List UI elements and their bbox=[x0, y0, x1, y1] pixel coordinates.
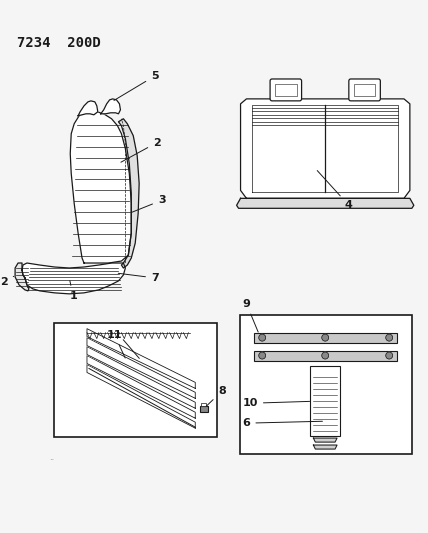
Text: 6: 6 bbox=[243, 418, 322, 428]
Circle shape bbox=[386, 352, 392, 359]
Polygon shape bbox=[22, 263, 125, 294]
Polygon shape bbox=[70, 111, 131, 263]
FancyBboxPatch shape bbox=[270, 79, 302, 101]
Text: 8: 8 bbox=[206, 386, 226, 406]
Text: 2: 2 bbox=[121, 138, 160, 162]
Polygon shape bbox=[87, 365, 195, 428]
Circle shape bbox=[386, 334, 392, 341]
Bar bbox=[354, 84, 375, 96]
Polygon shape bbox=[237, 198, 414, 208]
Bar bbox=[240, 315, 412, 454]
Text: ..: .. bbox=[50, 453, 55, 462]
Text: 9: 9 bbox=[243, 299, 258, 332]
Bar bbox=[254, 333, 397, 343]
Bar bbox=[54, 322, 217, 437]
Polygon shape bbox=[101, 99, 120, 114]
Polygon shape bbox=[87, 356, 195, 418]
Text: 1: 1 bbox=[69, 281, 77, 301]
Text: 3: 3 bbox=[132, 195, 166, 212]
Text: 11: 11 bbox=[107, 329, 125, 358]
Text: 2: 2 bbox=[0, 276, 14, 287]
Polygon shape bbox=[15, 263, 29, 291]
Circle shape bbox=[259, 334, 266, 341]
Bar bbox=[254, 351, 397, 360]
Text: 7234  200D: 7234 200D bbox=[17, 36, 101, 50]
Circle shape bbox=[259, 352, 266, 359]
Text: 10: 10 bbox=[243, 398, 309, 408]
Polygon shape bbox=[78, 101, 98, 116]
Text: 5: 5 bbox=[114, 71, 159, 100]
FancyBboxPatch shape bbox=[349, 79, 380, 101]
Bar bbox=[200, 406, 208, 412]
Polygon shape bbox=[87, 346, 195, 408]
Polygon shape bbox=[313, 445, 337, 449]
Circle shape bbox=[322, 334, 329, 341]
Polygon shape bbox=[313, 438, 337, 442]
Polygon shape bbox=[87, 337, 195, 398]
Bar bbox=[310, 367, 340, 436]
Text: 4: 4 bbox=[317, 171, 353, 211]
Circle shape bbox=[322, 352, 329, 359]
Bar bbox=[201, 403, 206, 406]
Bar bbox=[275, 84, 297, 96]
Polygon shape bbox=[241, 99, 410, 198]
Polygon shape bbox=[119, 119, 139, 268]
Polygon shape bbox=[87, 329, 195, 389]
Text: 7: 7 bbox=[118, 273, 159, 283]
